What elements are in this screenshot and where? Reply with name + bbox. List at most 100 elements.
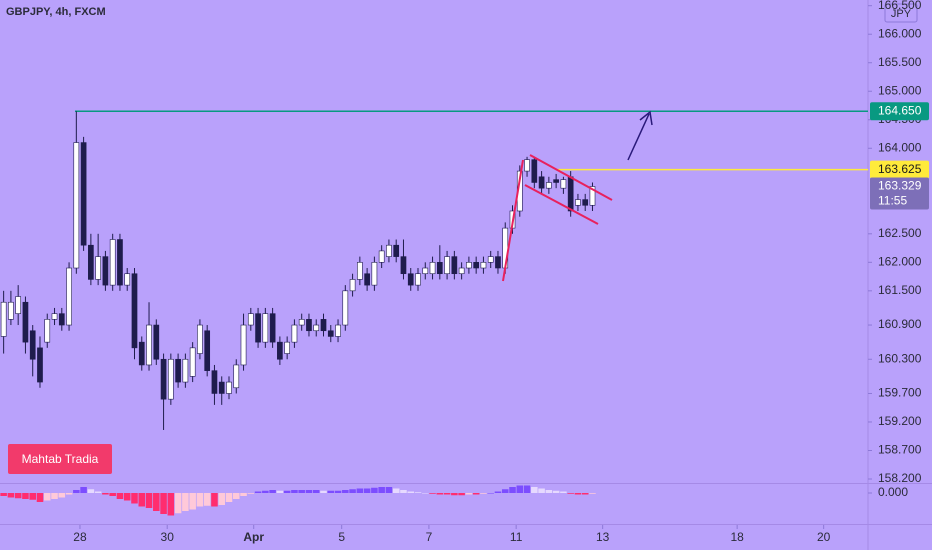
histogram-bar: [472, 493, 480, 495]
histogram-bar: [58, 493, 66, 498]
histogram-bar: [36, 493, 44, 502]
histogram-bar: [560, 491, 567, 493]
histogram-bar: [342, 490, 349, 493]
arrow-line: [627, 113, 650, 161]
flag-upper-line: [529, 154, 613, 201]
candle-body: [458, 267, 465, 275]
histogram-bar: [0, 493, 7, 496]
currency-box: [884, 3, 918, 23]
candle-body: [480, 262, 487, 269]
candle-body: [495, 256, 501, 269]
histogram-bar: [283, 490, 291, 493]
arrow-head: [639, 110, 653, 126]
histogram-bar: [225, 493, 233, 502]
candle-body: [306, 319, 312, 332]
candle-body: [378, 250, 385, 263]
histogram-bar: [429, 493, 436, 494]
candle-body: [66, 267, 72, 326]
candle-body: [320, 319, 327, 332]
candle-body: [138, 341, 145, 366]
histogram-bar: [65, 493, 73, 495]
flag-lower-line: [524, 184, 599, 225]
candle-body: [51, 313, 58, 320]
histogram-bar: [51, 493, 58, 499]
candle-body: [524, 159, 530, 172]
histogram-bar: [327, 490, 335, 493]
y-tick-label: 158.700: [878, 443, 922, 457]
y-tick-label: 162.000: [878, 254, 922, 268]
x-tick-label: 5: [338, 530, 345, 544]
candle-body: [553, 179, 559, 183]
candle-body: [342, 290, 349, 326]
badge: [8, 444, 112, 474]
histogram-bar: [531, 487, 538, 493]
candle-body: [218, 381, 225, 394]
x-tick-label: 20: [817, 530, 831, 544]
histogram-bar: [109, 493, 116, 496]
histogram-bar: [14, 493, 22, 499]
candle-body: [211, 370, 218, 394]
candle-body: [436, 262, 443, 275]
candle-body: [124, 273, 131, 286]
candle-body: [349, 279, 356, 292]
x-tick-label: 7: [426, 530, 433, 544]
histogram-bar: [7, 493, 15, 498]
candle-body: [546, 182, 552, 189]
price-tag: [870, 102, 929, 121]
candle-body: [582, 199, 589, 206]
y-tick-label: 162.500: [878, 226, 922, 240]
drawings: [502, 110, 653, 282]
countdown-label: 11:55: [878, 194, 907, 208]
histogram-bar: [422, 493, 429, 494]
candle-body: [197, 324, 203, 354]
y-tick-label: 165.000: [878, 83, 922, 97]
y-tick-label: 160.900: [878, 317, 922, 331]
candle-body: [247, 313, 254, 326]
histogram-bar: [131, 493, 138, 504]
candle-body: [327, 330, 334, 337]
histogram-bar: [312, 490, 320, 493]
candle-body: [357, 262, 363, 280]
candle-body: [102, 256, 109, 286]
candle-body: [204, 330, 211, 371]
candle-body: [415, 273, 421, 286]
histogram-bar: [385, 487, 393, 493]
candle-body: [175, 358, 181, 383]
candle-body: [146, 324, 152, 366]
candle-body: [400, 256, 407, 275]
last-price-tag: [870, 177, 929, 210]
histogram-bar: [501, 489, 509, 493]
candle-body: [262, 313, 269, 343]
candle-body: [313, 324, 320, 332]
candle-body: [531, 159, 538, 183]
histogram-bar: [174, 493, 182, 514]
histogram-bar: [262, 490, 269, 493]
candle-body: [575, 199, 581, 206]
candle-body: [189, 347, 196, 377]
candle-body: [335, 324, 341, 337]
candle-body: [298, 319, 305, 326]
x-tick-label: Apr: [243, 530, 264, 544]
candle-body: [22, 301, 29, 343]
y-tick-label: 159.700: [878, 386, 922, 400]
histogram-bar: [153, 493, 160, 511]
histogram-bar: [487, 493, 494, 494]
histogram-bar: [356, 488, 364, 493]
histogram-bar: [567, 493, 574, 494]
histogram-bar: [581, 493, 589, 495]
histogram-bar: [254, 491, 262, 493]
histogram-bar: [291, 490, 298, 493]
price-tag-label: 164.650: [878, 103, 922, 117]
histogram-bar: [545, 490, 553, 493]
candle-body: [589, 186, 596, 206]
histogram-bar: [363, 488, 371, 493]
histogram-bar: [465, 493, 473, 495]
candle-body: [538, 176, 545, 189]
candle-body: [422, 267, 429, 275]
candle-body: [240, 324, 247, 366]
candle-body: [131, 273, 138, 349]
histogram-bar: [436, 493, 444, 495]
candle-body: [386, 244, 392, 257]
histogram-bar: [182, 493, 189, 511]
histogram-bar: [494, 491, 502, 493]
